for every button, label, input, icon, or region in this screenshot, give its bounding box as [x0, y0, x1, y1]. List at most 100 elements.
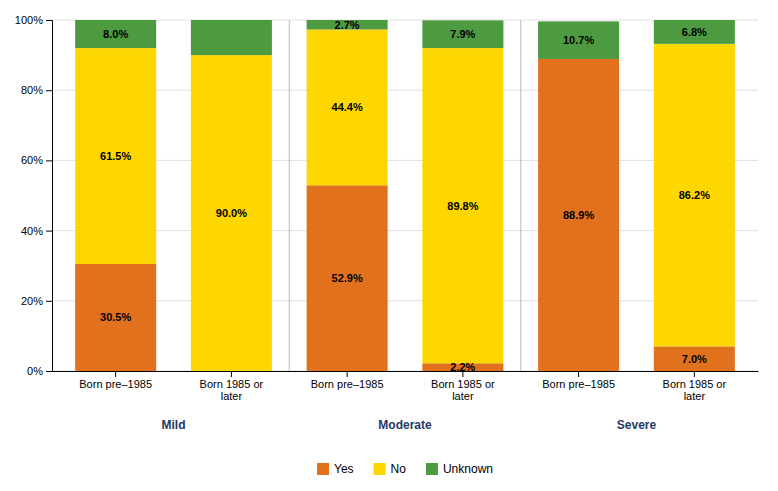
legend: Yes No Unknown	[317, 462, 493, 476]
data-label: 8.0%	[103, 28, 128, 40]
legend-swatch	[374, 463, 386, 475]
grid-line	[52, 160, 758, 161]
grid-line	[52, 20, 758, 21]
series	[75, 59, 735, 371]
tick-mark	[347, 371, 348, 377]
bar-segment	[654, 346, 735, 371]
group-separators	[289, 20, 520, 371]
tick-mark	[46, 160, 52, 161]
tick-mark	[578, 371, 579, 377]
chart-svg: 30.5%52.9%2.2%88.9%7.0%61.5%90.0%44.4%89…	[0, 0, 778, 491]
bar-segment	[307, 29, 388, 185]
data-labels: 30.5%52.9%2.2%88.9%7.0%61.5%90.0%44.4%89…	[100, 19, 710, 373]
tick-label: 100%	[15, 14, 43, 26]
tick: 40%	[21, 225, 52, 237]
chart-container: 30.5%52.9%2.2%88.9%7.0%61.5%90.0%44.4%89…	[0, 0, 778, 491]
series	[75, 29, 735, 371]
tick: 0%	[27, 365, 52, 377]
bar-segment	[191, 55, 272, 371]
tick-label: 60%	[21, 154, 43, 166]
legend-label: Yes	[334, 462, 354, 476]
y-axis: 0% 20% 40% 60% 80% 100%	[15, 14, 53, 377]
data-label: 52.9%	[332, 272, 363, 284]
tick-mark	[462, 371, 463, 377]
grid-line	[52, 371, 758, 372]
tick-mark	[694, 371, 695, 377]
bar-segment	[307, 185, 388, 371]
bar-segment	[538, 21, 619, 59]
tick-mark	[46, 301, 52, 302]
legend-label: Unknown	[443, 462, 493, 476]
bar-segment	[191, 20, 272, 55]
tick-label: Born pre–1985	[311, 378, 384, 390]
grid-line	[52, 230, 758, 231]
group-separator	[289, 20, 290, 371]
tick-label: Born pre–1985	[79, 378, 152, 390]
bar-segment	[538, 59, 619, 371]
group-separator	[520, 20, 521, 371]
bar-segment	[422, 48, 503, 363]
tick: Born 1985 orlater	[663, 371, 727, 402]
tick-label: Born 1985 orlater	[200, 378, 264, 403]
tick: Born pre–1985	[311, 371, 384, 390]
bar-segment	[654, 20, 735, 44]
data-label: 10.7%	[563, 34, 594, 46]
tick-mark	[46, 371, 52, 372]
tick: 100%	[15, 14, 52, 26]
group-labels: Mild Moderate Severe	[162, 418, 657, 432]
legend-swatch	[317, 463, 329, 475]
series	[75, 20, 735, 59]
legend-item: Yes	[317, 462, 354, 476]
bar-segment	[654, 44, 735, 347]
tick-label: Born 1985 orlater	[663, 378, 727, 403]
bar-segment	[75, 20, 156, 48]
tick-label: Born 1985 orlater	[431, 378, 495, 403]
data-label: 7.0%	[682, 353, 707, 365]
tick: 20%	[21, 295, 52, 307]
tick-label: Born pre–1985	[542, 378, 615, 390]
data-label: 86.2%	[679, 189, 710, 201]
group-label: Severe	[617, 418, 657, 432]
data-label: 30.5%	[100, 311, 131, 323]
tick-label: 40%	[21, 225, 43, 237]
group-label: Moderate	[378, 418, 432, 432]
tick-mark	[46, 231, 52, 232]
tick-mark	[46, 20, 52, 21]
tick: 80%	[21, 84, 52, 96]
tick-label: 80%	[21, 84, 43, 96]
group-label: Mild	[162, 418, 186, 432]
x-axis: Born pre–1985 Born 1985 orlater Born pre–1…	[53, 371, 759, 402]
plot-area: 30.5%52.9%2.2%88.9%7.0%61.5%90.0%44.4%89…	[15, 14, 759, 432]
data-label: 7.9%	[450, 28, 475, 40]
bar-segment	[75, 48, 156, 264]
data-label: 61.5%	[100, 150, 131, 162]
tick-mark	[115, 371, 116, 377]
data-label: 44.4%	[332, 101, 363, 113]
tick-mark	[46, 90, 52, 91]
data-label: 90.0%	[216, 207, 247, 219]
data-label: 88.9%	[563, 209, 594, 221]
tick-mark	[231, 371, 232, 377]
tick: Born pre–1985	[542, 371, 615, 390]
tick: Born 1985 orlater	[431, 371, 495, 402]
tick: 60%	[21, 154, 52, 166]
data-label: 2.7%	[335, 19, 360, 31]
legend-label: No	[391, 462, 407, 476]
bar-segment	[75, 264, 156, 371]
tick: Born 1985 orlater	[200, 371, 264, 402]
legend-item: Unknown	[426, 462, 493, 476]
legend-item: No	[374, 462, 407, 476]
bar-segment	[422, 20, 503, 48]
axis-line	[46, 21, 53, 372]
axis-line	[53, 371, 759, 372]
tick-label: 0%	[27, 365, 43, 377]
data-label: 89.8%	[447, 200, 478, 212]
grid-line	[52, 90, 758, 91]
grid-line	[52, 300, 758, 301]
legend-swatch	[426, 463, 438, 475]
bars	[75, 20, 735, 371]
tick-label: 20%	[21, 295, 43, 307]
tick: Born pre–1985	[79, 371, 152, 390]
grid	[52, 20, 758, 371]
data-label: 6.8%	[682, 26, 707, 38]
